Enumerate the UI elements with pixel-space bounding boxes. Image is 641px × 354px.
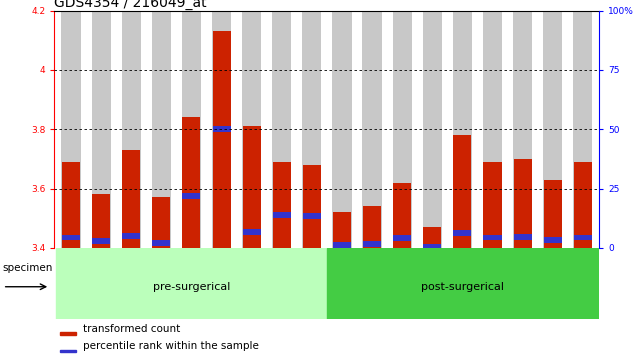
Text: GSM746852: GSM746852 bbox=[518, 250, 527, 305]
Bar bbox=[363, 241, 381, 247]
Text: GSM746837: GSM746837 bbox=[67, 250, 76, 305]
Text: GSM746848: GSM746848 bbox=[397, 250, 406, 305]
Text: GSM746844: GSM746844 bbox=[278, 250, 287, 305]
Bar bbox=[153, 240, 171, 246]
Text: pre-surgerical: pre-surgerical bbox=[153, 282, 230, 292]
Text: percentile rank within the sample: percentile rank within the sample bbox=[83, 341, 259, 351]
Bar bbox=[393, 235, 411, 241]
Text: transformed count: transformed count bbox=[83, 324, 180, 333]
Bar bbox=[122, 150, 140, 248]
Bar bbox=[423, 244, 441, 250]
Bar bbox=[243, 229, 261, 235]
Text: GDS4354 / 216049_at: GDS4354 / 216049_at bbox=[54, 0, 207, 10]
Bar bbox=[62, 11, 81, 248]
Text: GSM746854: GSM746854 bbox=[578, 250, 587, 305]
Bar bbox=[182, 11, 201, 248]
Bar bbox=[363, 206, 381, 248]
Bar bbox=[212, 11, 231, 248]
Bar bbox=[60, 350, 76, 352]
Bar bbox=[272, 162, 291, 248]
Text: GSM746839: GSM746839 bbox=[127, 250, 136, 305]
Bar bbox=[153, 198, 171, 248]
Text: GSM746846: GSM746846 bbox=[337, 250, 347, 305]
Bar bbox=[333, 212, 351, 248]
Bar bbox=[272, 11, 292, 248]
Text: GSM746845: GSM746845 bbox=[307, 250, 317, 305]
Bar bbox=[243, 126, 261, 248]
Text: GSM746853: GSM746853 bbox=[548, 250, 557, 305]
Text: GSM746849: GSM746849 bbox=[428, 250, 437, 305]
Text: GSM746850: GSM746850 bbox=[458, 250, 467, 305]
Bar bbox=[574, 162, 592, 248]
Bar bbox=[393, 183, 411, 248]
Bar bbox=[483, 162, 501, 248]
Bar bbox=[392, 11, 412, 248]
Bar bbox=[574, 234, 592, 240]
Text: GSM746851: GSM746851 bbox=[488, 250, 497, 305]
Bar bbox=[513, 11, 532, 248]
Text: GSM746842: GSM746842 bbox=[217, 250, 226, 305]
Bar bbox=[122, 233, 140, 239]
Bar bbox=[62, 234, 80, 240]
Bar bbox=[272, 212, 291, 218]
Bar bbox=[92, 239, 110, 244]
Text: GSM746840: GSM746840 bbox=[157, 250, 166, 305]
Bar bbox=[544, 179, 562, 248]
Bar bbox=[242, 11, 262, 248]
Bar bbox=[453, 230, 471, 236]
Bar bbox=[183, 193, 201, 199]
Bar bbox=[303, 165, 321, 248]
Bar bbox=[303, 213, 321, 219]
Text: GSM746843: GSM746843 bbox=[247, 250, 256, 305]
Text: GSM746838: GSM746838 bbox=[97, 250, 106, 305]
Bar bbox=[213, 126, 231, 132]
Bar bbox=[92, 194, 110, 248]
Bar bbox=[423, 227, 441, 248]
Bar bbox=[60, 332, 76, 335]
Bar bbox=[122, 11, 141, 248]
Bar bbox=[483, 11, 502, 248]
Bar bbox=[453, 11, 472, 248]
Bar bbox=[332, 11, 352, 248]
Bar bbox=[543, 11, 562, 248]
Bar bbox=[362, 11, 381, 248]
Bar bbox=[573, 11, 592, 248]
Text: post-surgerical: post-surgerical bbox=[421, 282, 504, 292]
Bar bbox=[302, 11, 322, 248]
Text: GSM746847: GSM746847 bbox=[367, 250, 376, 305]
Bar bbox=[62, 162, 80, 248]
Bar bbox=[213, 32, 231, 248]
Bar bbox=[56, 248, 327, 319]
Bar bbox=[152, 11, 171, 248]
Text: GSM746841: GSM746841 bbox=[187, 250, 196, 305]
Bar bbox=[453, 135, 471, 248]
Bar bbox=[513, 159, 531, 248]
Bar bbox=[327, 248, 598, 319]
Text: specimen: specimen bbox=[3, 263, 53, 273]
Bar bbox=[92, 11, 111, 248]
Bar bbox=[513, 234, 531, 240]
Bar bbox=[544, 237, 562, 242]
Bar bbox=[333, 242, 351, 248]
Bar bbox=[183, 118, 201, 248]
Bar bbox=[422, 11, 442, 248]
Bar bbox=[483, 234, 501, 240]
